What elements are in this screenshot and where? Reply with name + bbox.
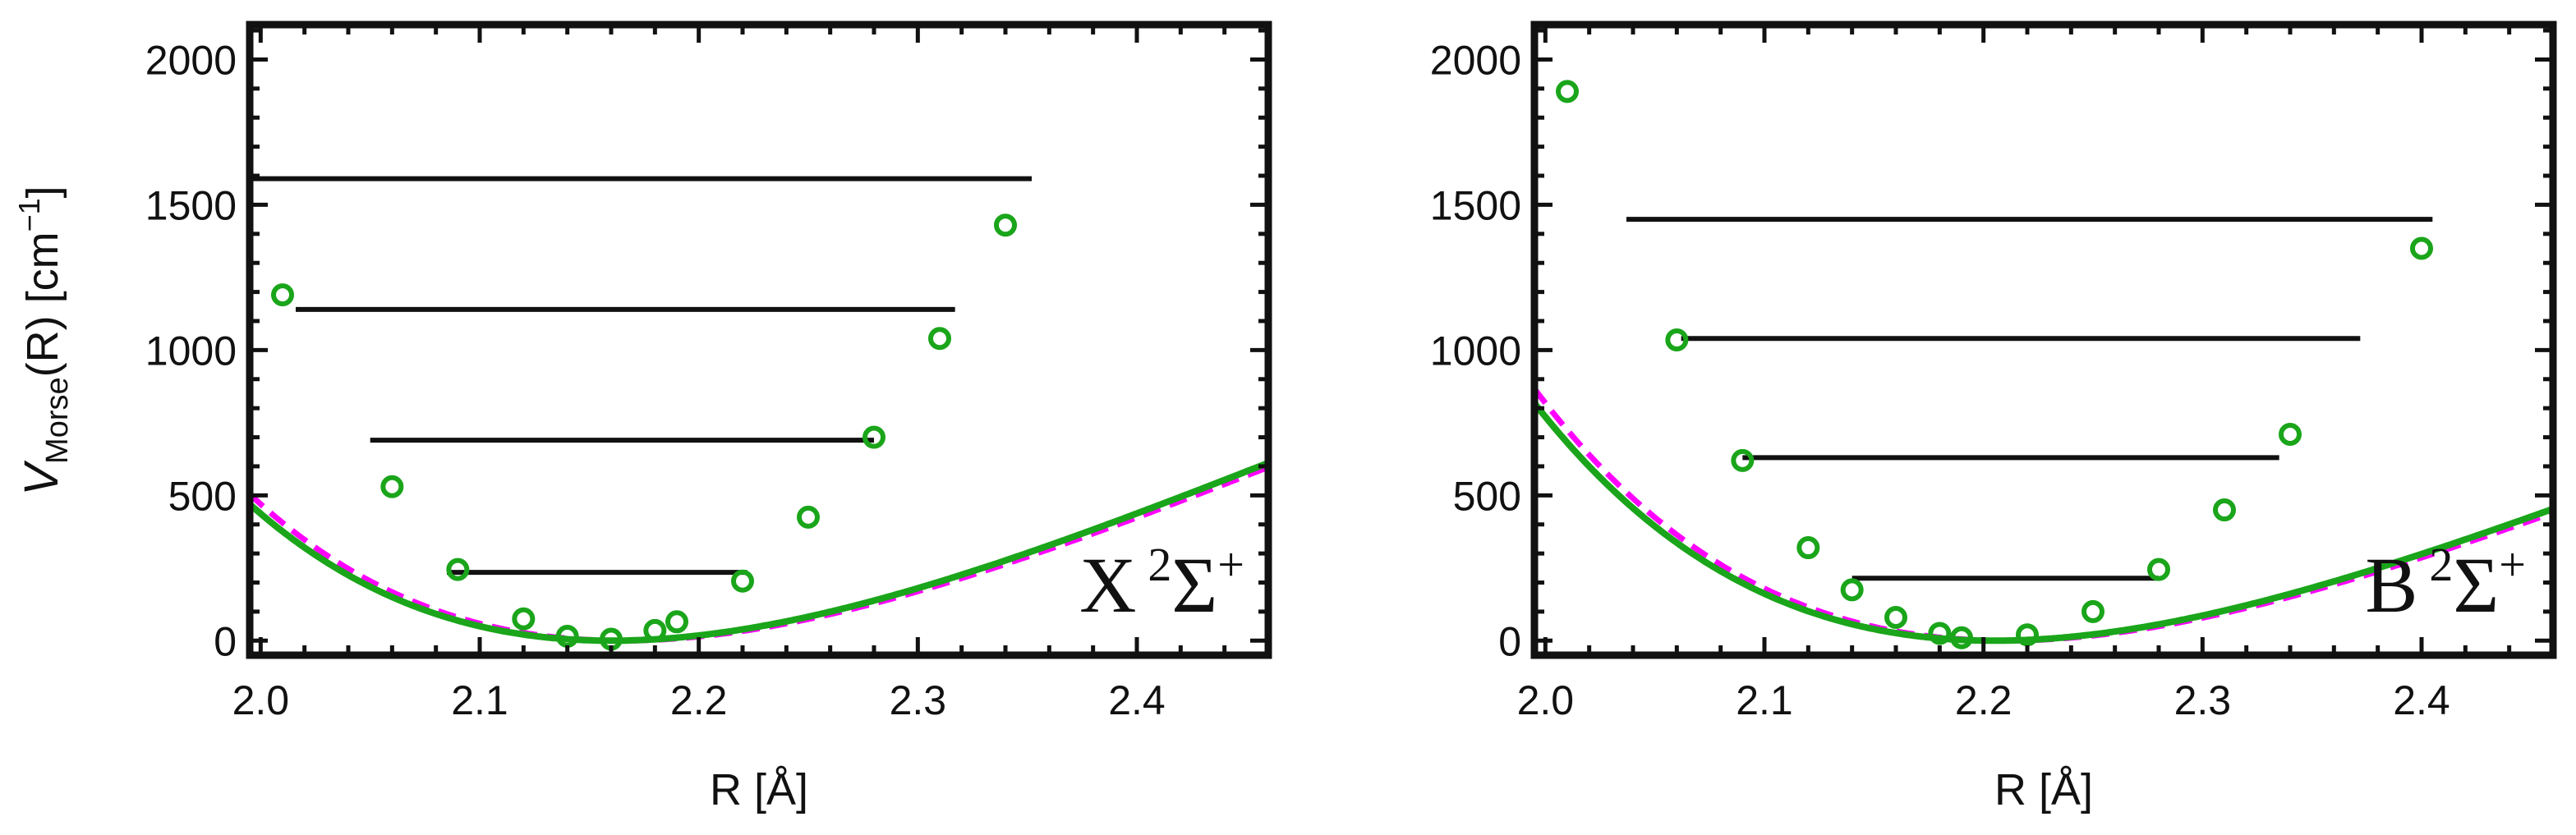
y-axis-title-main: V — [15, 460, 68, 496]
x-tick-label: 2.1 — [451, 677, 508, 723]
data-point — [512, 607, 536, 631]
y-axis-title-sup: −1 — [12, 198, 46, 232]
x-tick-label: 2.3 — [890, 677, 947, 723]
fitted-morse-curve — [1534, 401, 2553, 645]
state-letter: X — [1079, 541, 1136, 629]
x-tick-label: 2.4 — [1108, 677, 1166, 723]
data-point — [2016, 623, 2039, 647]
y-tick-label: 1500 — [145, 182, 237, 228]
y-tick-labels: 0 500 1000 1500 2000 — [1430, 37, 1521, 664]
y-tick-label: 0 — [214, 618, 237, 664]
plot-area — [250, 176, 1268, 651]
data-point — [1556, 80, 1579, 103]
data-points — [271, 213, 1017, 651]
data-point — [446, 557, 470, 581]
data-point — [797, 505, 820, 529]
y-axis-title-close: ] — [18, 186, 67, 198]
y-tick-label: 500 — [1453, 473, 1521, 519]
data-point — [643, 618, 667, 642]
data-point — [2147, 557, 2170, 581]
y-tick-label: 1000 — [1430, 328, 1521, 374]
state-sup-right: + — [2499, 538, 2526, 591]
x-tick-labels: 2.0 2.1 2.2 2.3 2.4 — [232, 677, 1166, 723]
x-tick-label: 2.2 — [670, 677, 728, 723]
data-point — [1665, 328, 1689, 351]
plot-frame — [1530, 21, 2557, 659]
y-tick-label: 500 — [168, 473, 237, 519]
data-point — [1928, 622, 1952, 645]
data-point — [555, 624, 579, 648]
state-label: B 2Σ+ — [2365, 538, 2526, 629]
state-symbol: Σ — [1171, 541, 1217, 629]
x-tick-label: 2.1 — [1736, 677, 1793, 723]
plot-frame — [246, 21, 1272, 659]
data-point — [2410, 236, 2433, 260]
data-point — [2082, 599, 2104, 623]
y-tick-label: 2000 — [1430, 37, 1521, 83]
data-point — [380, 475, 404, 498]
x-tick-label: 2.0 — [232, 677, 290, 723]
y-axis-title: VMorse(R) [cm−1] — [12, 186, 75, 495]
x-tick-labels: 2.0 2.1 2.2 2.3 2.4 — [1517, 677, 2450, 723]
x-axis-title: R [Å] — [1994, 765, 2093, 814]
y-tick-label: 1500 — [1430, 182, 1521, 228]
y-axis-title-sub: Morse — [40, 377, 75, 464]
x-axis-title: R [Å] — [710, 765, 808, 814]
data-point — [1884, 605, 1907, 629]
y-tick-labels: 0 500 1000 1500 2000 — [145, 37, 237, 664]
data-point — [271, 283, 294, 307]
plot-area — [1534, 80, 2553, 649]
x-tick-label: 2.4 — [2393, 677, 2450, 723]
fitted-morse-curve — [250, 459, 1268, 645]
y-tick-label: 1000 — [145, 328, 237, 374]
y-axis-title-rest: (R) [cm — [18, 232, 67, 377]
data-point — [1840, 578, 1864, 602]
x-tick-label: 2.3 — [2174, 677, 2232, 723]
vibrational-levels — [250, 176, 1032, 576]
data-point — [2279, 423, 2302, 447]
data-point — [1731, 448, 1755, 472]
data-point — [731, 569, 754, 593]
data-point — [1950, 626, 1973, 649]
data-point — [1796, 536, 1820, 560]
data-point — [2213, 498, 2236, 522]
state-sup-left: 2 — [1148, 538, 1171, 591]
state-sup-right: + — [1217, 538, 1244, 591]
data-point — [665, 610, 688, 634]
state-symbol: Σ — [2453, 541, 2499, 629]
data-points — [1556, 80, 2433, 649]
y-tick-label: 0 — [1498, 618, 1521, 664]
state-label: X 2Σ+ — [1079, 538, 1244, 629]
data-point — [928, 327, 951, 351]
data-point — [862, 425, 886, 449]
panel-b-state: 2.0 2.1 2.2 2.3 2.4 0 500 1000 1500 2000 R [Å] B… — [1430, 21, 2557, 814]
vibrational-levels — [1626, 217, 2433, 581]
state-letter: B — [2365, 541, 2417, 629]
x-tick-label: 2.2 — [1955, 677, 2012, 723]
data-point — [994, 213, 1017, 237]
panel-x-state: 2.0 2.1 2.2 2.3 2.4 0 500 1000 1500 2000 R [Å] X… — [145, 21, 1272, 814]
x-tick-label: 2.0 — [1517, 677, 1575, 723]
state-sup-left: 2 — [2429, 538, 2453, 591]
y-tick-label: 2000 — [145, 37, 237, 83]
